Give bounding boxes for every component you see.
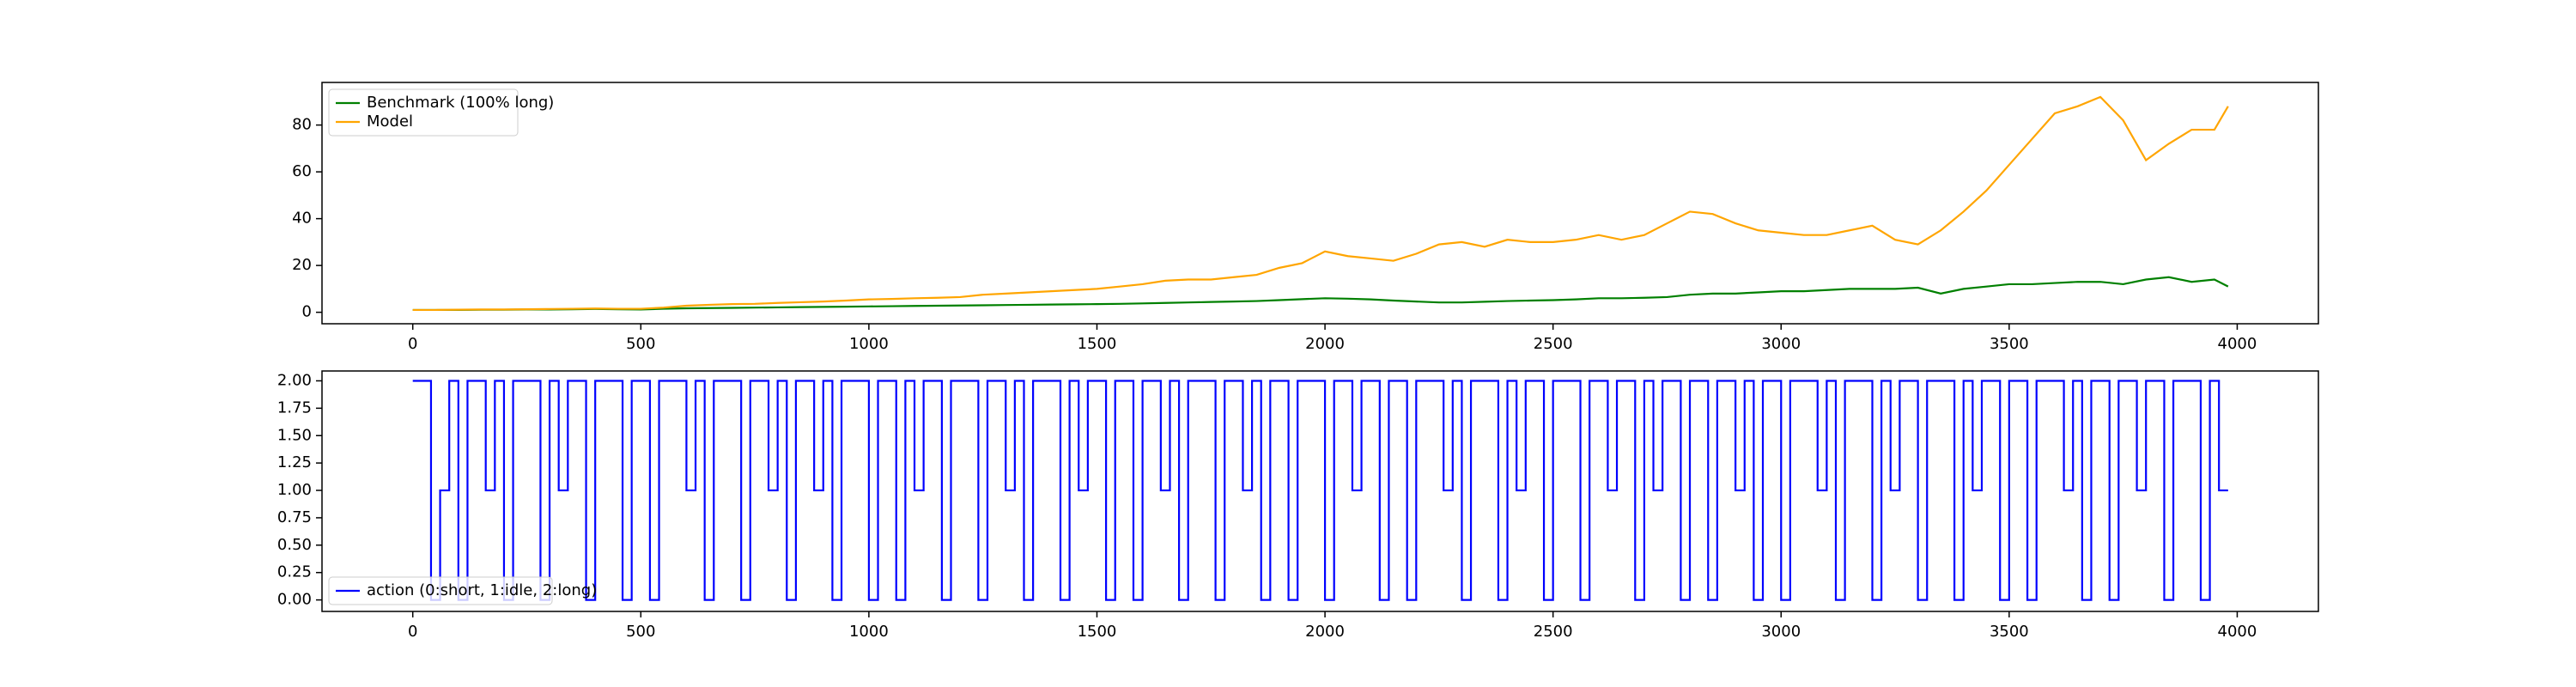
y-tick-label: 1.50 [277,426,312,444]
legend: action (0:short, 1:idle, 2:long) [328,576,597,605]
y-tick-label: 0.75 [277,508,312,526]
y-tick-label: 0.25 [277,563,312,581]
legend-box [328,88,519,137]
x-tick-label: 2500 [1534,335,1573,353]
x-tick-label: 1500 [1078,335,1117,353]
legend-label: action (0:short, 1:idle, 2:long) [367,581,597,599]
y-tick-label: 1.75 [277,398,312,416]
x-tick-label: 2000 [1305,335,1345,353]
series-line [412,276,2229,312]
y-tick-label: 0 [302,303,312,321]
x-tick-label: 0 [408,623,417,641]
legend: Benchmark (100% long)Model [328,88,554,137]
y-tick-label: 80 [292,116,312,134]
series-line [412,380,2228,601]
x-tick-label: 0 [408,335,417,353]
y-tick-label: 40 [292,210,312,228]
series-line [412,95,2229,312]
axes-frame [321,370,2319,612]
y-tick-label: 0.50 [277,536,312,554]
x-tick-label: 2000 [1305,623,1345,641]
legend-label: Model [367,112,413,131]
x-tick-label: 2500 [1534,623,1573,641]
y-tick-label: 20 [292,256,312,274]
x-tick-label: 3500 [1990,623,2029,641]
x-tick-label: 500 [626,623,655,641]
x-tick-label: 500 [626,335,655,353]
legend-label: Benchmark (100% long) [367,94,554,112]
y-tick-label: 0.00 [277,591,312,609]
x-tick-label: 1500 [1078,623,1117,641]
subplot: 0 500 1000 1500 2000 2500 3000 3500 4000 0.00 0.25… [277,370,2319,641]
x-tick-label: 3000 [1761,335,1801,353]
x-tick-label: 1000 [849,335,889,353]
y-tick-label: 1.00 [277,481,312,499]
x-tick-label: 3000 [1761,623,1801,641]
x-tick-label: 3500 [1990,335,2029,353]
subplot: 0 500 1000 1500 2000 2500 3000 3500 4000 0 20 40 60 8… [292,82,2319,353]
legend-box [328,576,553,605]
y-tick-label: 60 [292,162,312,180]
x-tick-label: 4000 [2218,335,2257,353]
x-tick-label: 4000 [2218,623,2257,641]
y-tick-label: 1.25 [277,453,312,471]
axes-frame [321,82,2319,325]
y-tick-label: 2.00 [277,371,312,389]
x-tick-label: 1000 [849,623,889,641]
